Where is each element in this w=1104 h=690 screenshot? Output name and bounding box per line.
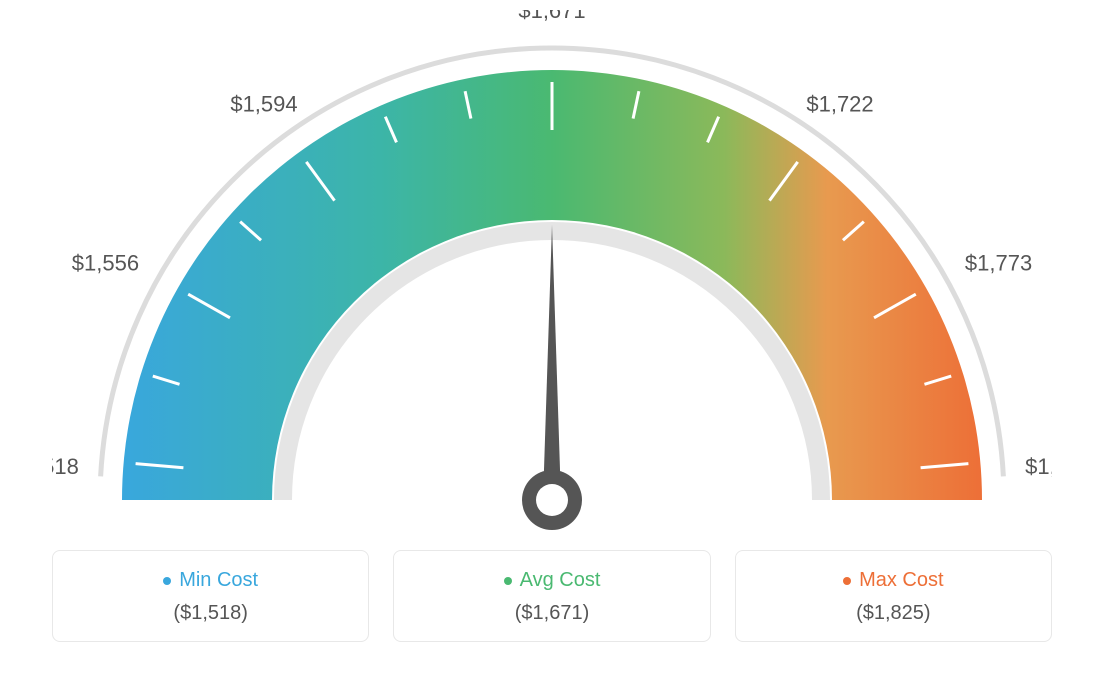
legend-title-avg: Avg Cost <box>504 569 601 592</box>
tick-label: $1,722 <box>806 92 873 117</box>
gauge-needle <box>543 225 561 500</box>
legend-title-text: Avg Cost <box>520 569 601 592</box>
tick-label: $1,594 <box>230 92 297 117</box>
legend-title-text: Max Cost <box>859 569 943 592</box>
tick-label: $1,825 <box>1025 454 1052 479</box>
legend-title-min: Min Cost <box>163 569 258 592</box>
legend-value-max: ($1,825) <box>756 602 1031 625</box>
cost-gauge-chart: $1,518 $1,556 $1,594 $1,671 $1,722 $1,773 $1,8… <box>52 10 1052 540</box>
legend-title-max: Max Cost <box>843 569 943 592</box>
tick-label: $1,671 <box>518 10 585 23</box>
legend-card-max: Max Cost ($1,825) <box>735 550 1052 642</box>
legend-title-text: Min Cost <box>179 569 258 592</box>
tick-label: $1,773 <box>965 250 1032 275</box>
gauge-svg: $1,518 $1,556 $1,594 $1,671 $1,722 $1,773 $1,8… <box>52 10 1052 540</box>
legend-card-min: Min Cost ($1,518) <box>52 550 369 642</box>
legend-value-avg: ($1,671) <box>414 602 689 625</box>
tick-label: $1,518 <box>52 454 79 479</box>
legend-card-avg: Avg Cost ($1,671) <box>393 550 710 642</box>
legend-row: Min Cost ($1,518) Avg Cost ($1,671) Max … <box>52 550 1052 642</box>
legend-value-min: ($1,518) <box>73 602 348 625</box>
tick-label: $1,556 <box>72 250 139 275</box>
